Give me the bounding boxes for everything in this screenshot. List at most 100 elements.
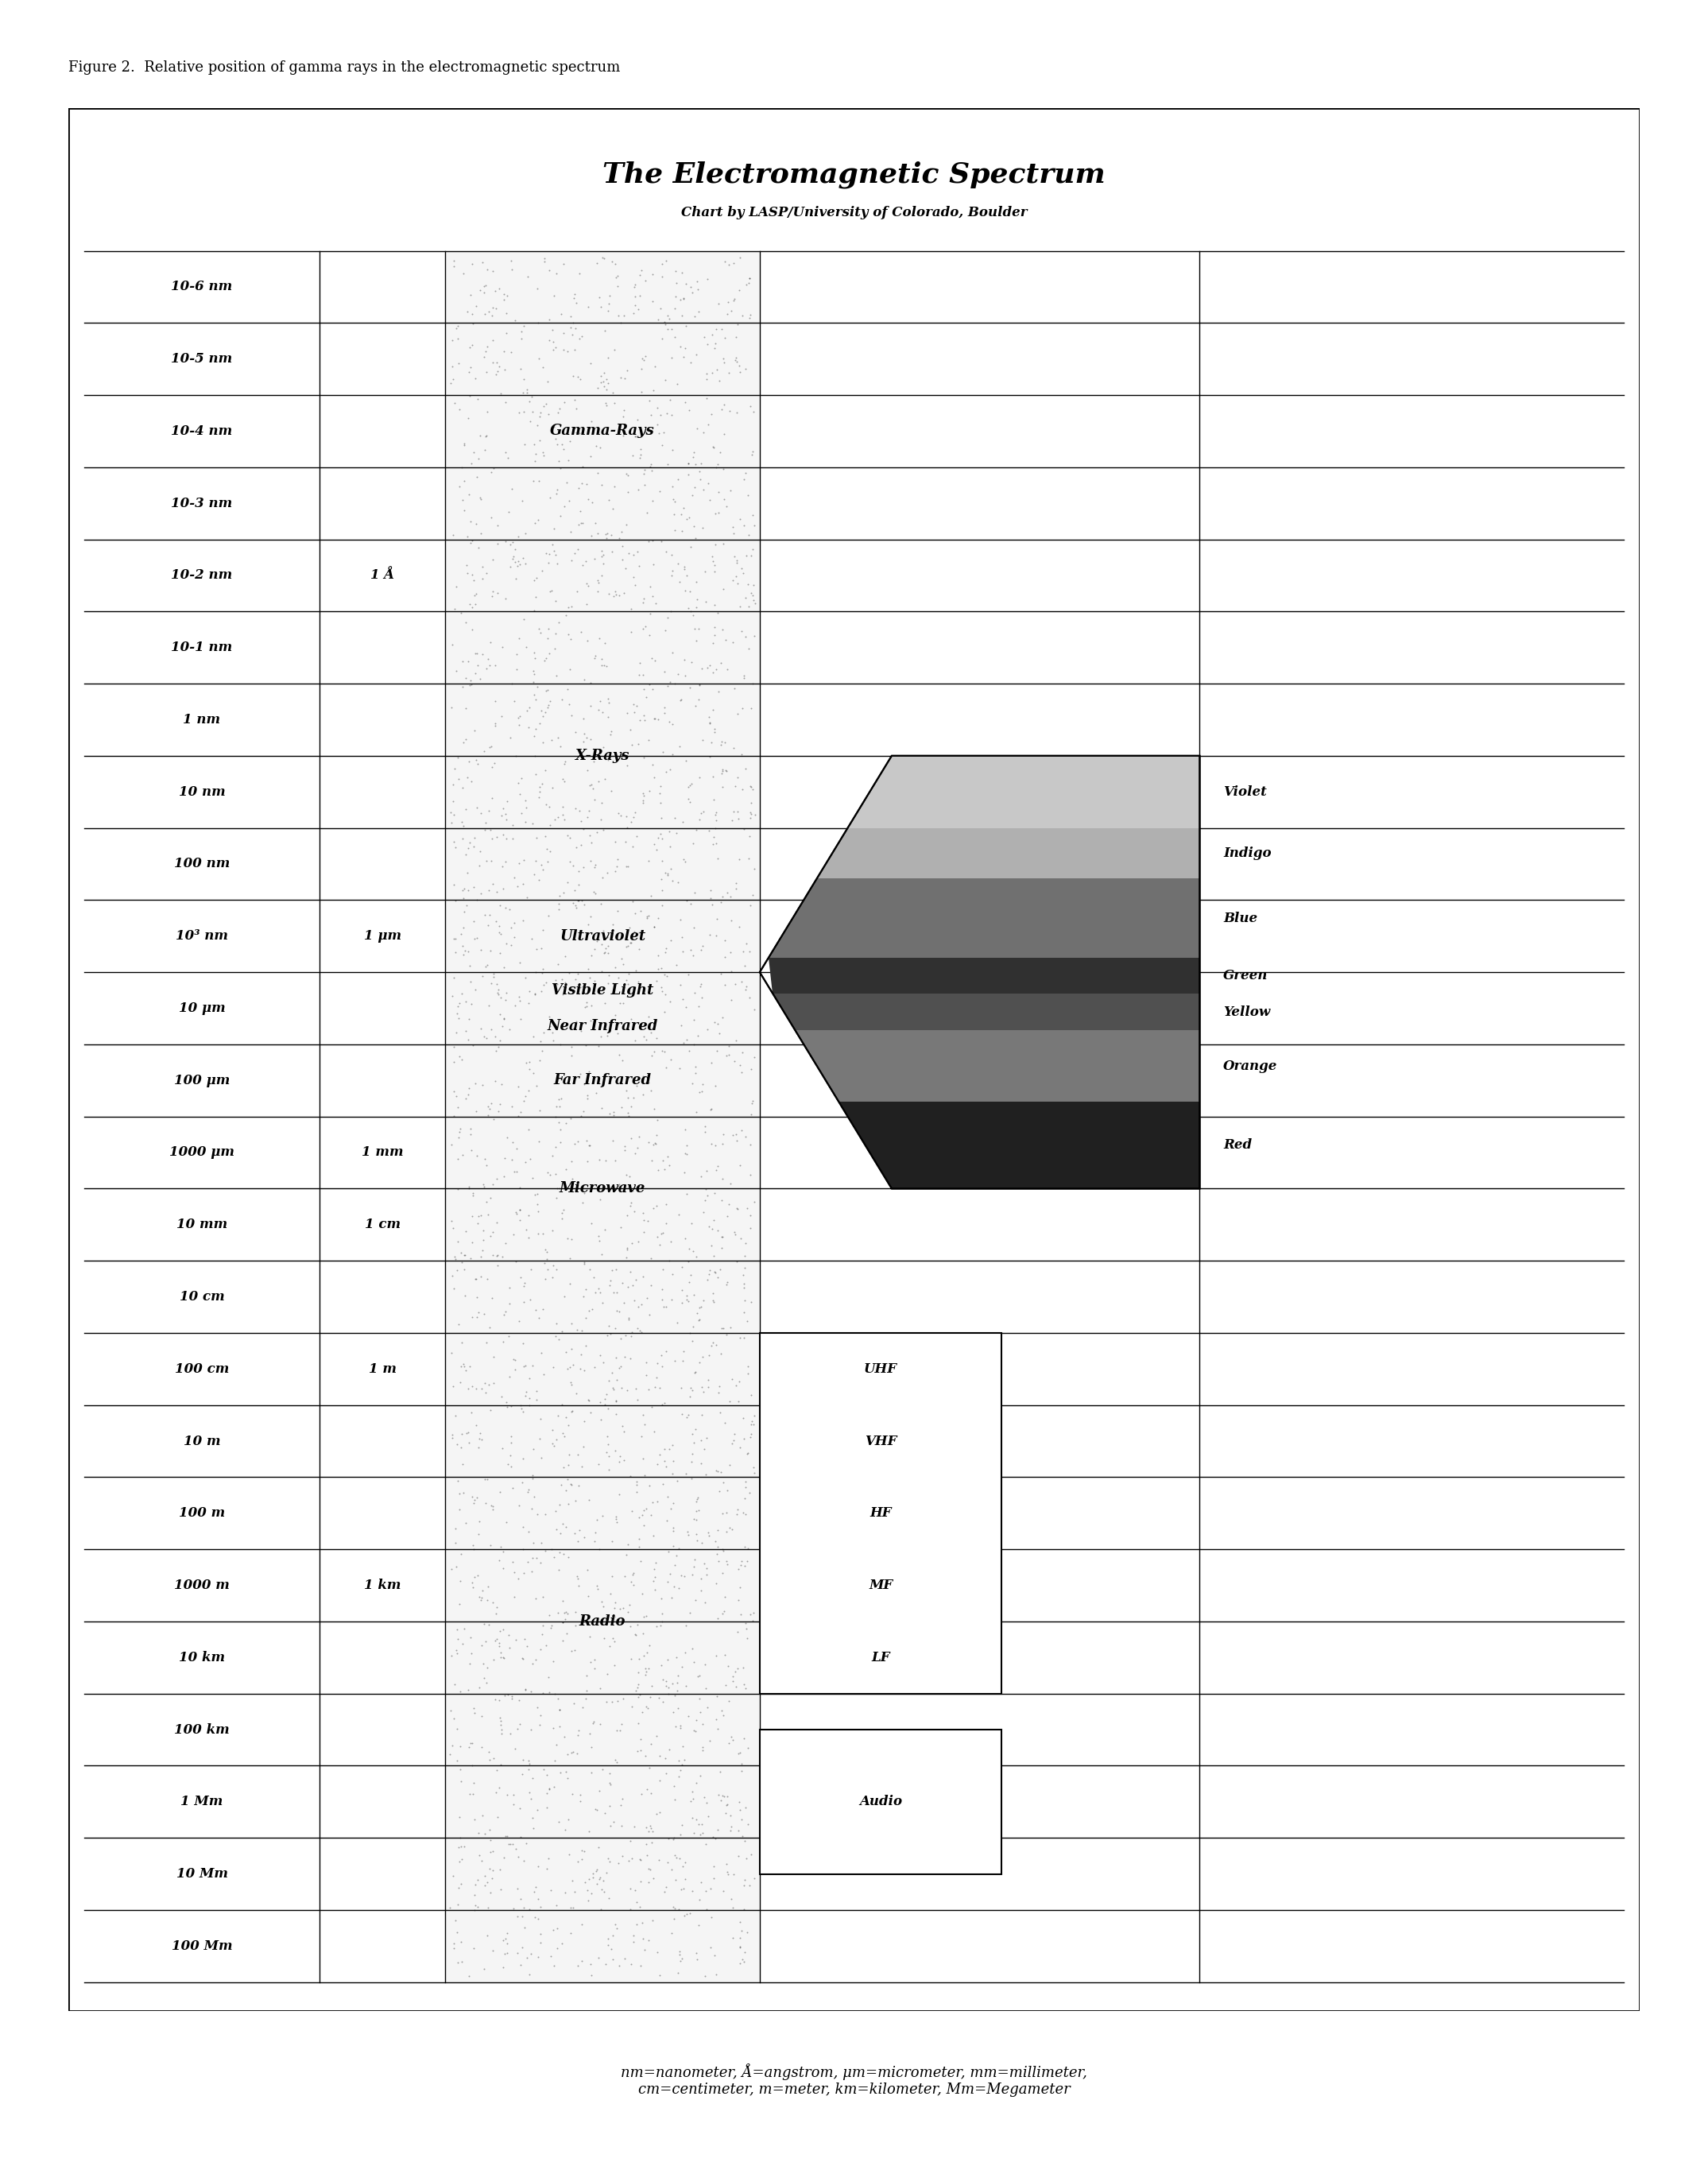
Point: [716, 1799, 743, 1833]
Point: [724, 1652, 752, 1686]
Point: [611, 1241, 639, 1276]
Point: [470, 1018, 497, 1053]
Point: [495, 1271, 523, 1306]
Point: [728, 772, 755, 806]
Point: [734, 478, 762, 512]
Point: [512, 1347, 540, 1382]
Point: [499, 1682, 526, 1717]
Point: [477, 1851, 504, 1885]
Point: [605, 843, 632, 878]
Point: [639, 748, 666, 783]
Point: [540, 1769, 567, 1803]
Point: [629, 1059, 656, 1094]
Point: [581, 964, 608, 999]
Point: [596, 1096, 623, 1131]
Point: [449, 1944, 477, 1978]
Point: [514, 880, 541, 915]
Point: [552, 1596, 579, 1630]
Point: [531, 696, 559, 731]
Point: [437, 806, 465, 841]
Point: [533, 1241, 560, 1276]
Point: [459, 1766, 487, 1801]
Point: [651, 696, 678, 731]
Point: [441, 752, 468, 787]
Point: [480, 1933, 507, 1967]
Point: [523, 1373, 550, 1407]
Point: [695, 917, 722, 951]
Point: [470, 244, 497, 279]
Point: [676, 886, 704, 921]
Point: [514, 259, 541, 294]
Text: 100 cm: 100 cm: [174, 1362, 229, 1375]
Point: [649, 735, 676, 770]
Text: 10 m: 10 m: [183, 1433, 220, 1449]
Point: [666, 564, 693, 599]
Point: [577, 899, 605, 934]
Point: [538, 1609, 565, 1643]
Point: [678, 1462, 705, 1496]
Point: [740, 1596, 767, 1630]
Point: [447, 1924, 475, 1959]
Point: [588, 1585, 615, 1619]
Point: [559, 1306, 586, 1340]
Point: [610, 575, 637, 610]
Point: [557, 1364, 584, 1399]
Bar: [760, 1730, 1001, 1874]
Point: [550, 1604, 577, 1639]
Point: [458, 1200, 485, 1235]
Point: [724, 802, 752, 837]
Point: [545, 947, 572, 982]
Point: [726, 1929, 753, 1963]
Point: [482, 357, 509, 391]
Point: [622, 288, 649, 322]
Point: [509, 1533, 536, 1567]
Point: [596, 1756, 623, 1790]
Point: [670, 551, 697, 586]
Point: [465, 441, 492, 476]
Point: [516, 1044, 543, 1079]
Point: [734, 841, 762, 876]
Point: [605, 521, 632, 556]
Point: [529, 1580, 557, 1615]
Point: [693, 326, 721, 361]
Point: [533, 832, 560, 867]
Point: [700, 692, 728, 726]
Point: [646, 1762, 673, 1797]
Point: [712, 1797, 740, 1831]
Point: [470, 268, 497, 303]
Point: [603, 1500, 630, 1535]
Point: [439, 322, 466, 357]
Point: [649, 1215, 676, 1250]
Point: [523, 1382, 550, 1416]
Point: [511, 601, 538, 636]
Point: [661, 484, 688, 519]
Point: [512, 547, 540, 582]
Point: [533, 1155, 560, 1189]
Point: [466, 419, 494, 454]
Point: [574, 482, 601, 517]
Point: [507, 313, 535, 348]
Point: [459, 1691, 487, 1725]
Point: [519, 806, 547, 841]
Point: [441, 1075, 468, 1109]
Point: [717, 1814, 745, 1849]
Point: [570, 1094, 598, 1129]
Point: [458, 523, 485, 558]
Point: [695, 700, 722, 735]
Point: [487, 997, 514, 1031]
Point: [512, 376, 540, 411]
Point: [500, 906, 528, 940]
Point: [518, 1492, 545, 1526]
Point: [531, 1628, 559, 1663]
Point: [639, 1825, 666, 1859]
Point: [671, 549, 699, 584]
Point: [444, 309, 471, 344]
Point: [726, 1570, 753, 1604]
Point: [702, 1957, 729, 1991]
Point: [548, 1624, 576, 1658]
Point: [611, 826, 639, 860]
Point: [681, 1583, 709, 1617]
Point: [557, 298, 584, 333]
Point: [548, 798, 576, 832]
Point: [451, 1252, 478, 1286]
